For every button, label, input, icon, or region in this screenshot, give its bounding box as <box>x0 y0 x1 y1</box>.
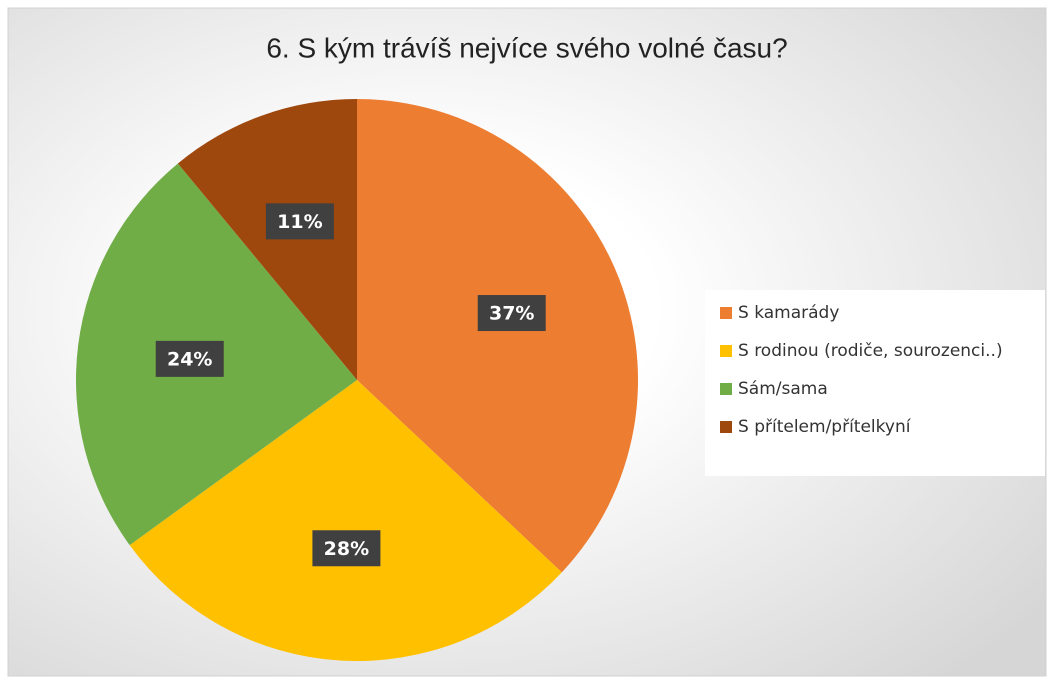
data-label: 37% <box>489 303 534 325</box>
legend-swatch <box>720 383 732 395</box>
legend-label: Sám/sama <box>738 379 828 399</box>
pie-slice <box>357 99 638 573</box>
data-label: 11% <box>277 211 322 233</box>
pie-slice <box>177 99 357 380</box>
legend-swatch <box>720 307 732 319</box>
legend-box <box>705 290 1045 476</box>
data-label: 28% <box>324 538 369 560</box>
chart-title: 6. S kým trávíš nejvíce svého volné času… <box>266 32 787 63</box>
data-label-box <box>265 203 334 240</box>
pie-slice <box>129 380 562 662</box>
data-label-box <box>312 530 381 567</box>
data-label: 24% <box>167 348 212 370</box>
legend-label: S kamarády <box>738 303 839 323</box>
data-label-box <box>477 295 546 332</box>
data-label-box <box>155 340 224 377</box>
legend-swatch <box>720 421 732 433</box>
legend-label: S přítelem/přítelkyní <box>738 417 912 437</box>
legend-label: S rodinou (rodiče, sourozenci..) <box>738 341 1003 361</box>
legend-swatch <box>720 345 732 357</box>
